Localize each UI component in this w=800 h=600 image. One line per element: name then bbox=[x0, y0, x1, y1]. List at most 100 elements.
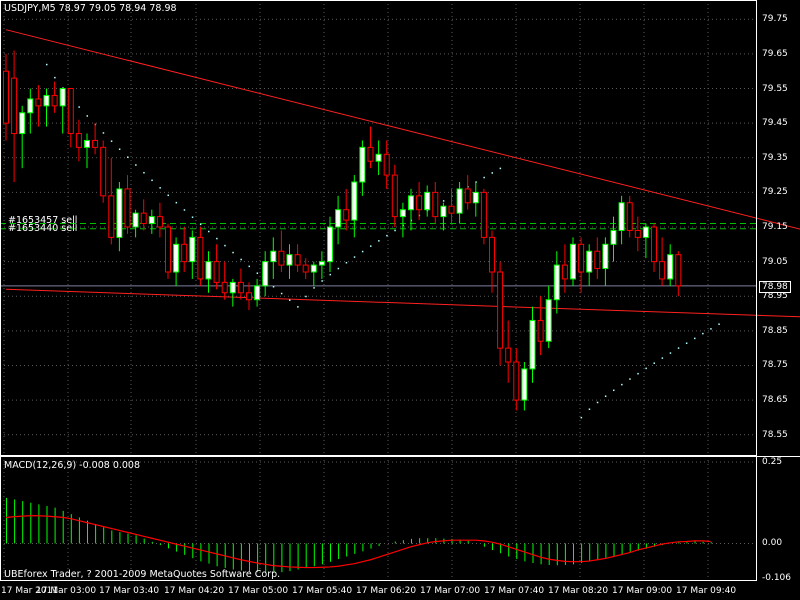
price-tick-label: 78.75 bbox=[762, 360, 788, 371]
candle-body bbox=[618, 202, 625, 231]
sar-dot bbox=[337, 267, 340, 270]
price-tick-label: 79.75 bbox=[762, 14, 788, 25]
candle-body bbox=[464, 188, 471, 204]
price-tick-label: 78.55 bbox=[762, 429, 788, 440]
candle-body bbox=[100, 146, 107, 197]
candle-body bbox=[116, 188, 123, 238]
sar-dot bbox=[110, 140, 113, 142]
sar-dot bbox=[345, 261, 348, 264]
time-tick-label: 17 Mar 03:00 bbox=[36, 586, 97, 596]
candle-body bbox=[570, 243, 576, 280]
candle-body bbox=[351, 181, 358, 221]
sar-dot bbox=[685, 342, 688, 344]
candle-body bbox=[424, 191, 431, 211]
price-tick-label: 79.45 bbox=[762, 118, 788, 129]
sar-dot bbox=[46, 63, 48, 66]
time-tick-label: 17 Mar 09:40 bbox=[676, 586, 737, 596]
candlesticks bbox=[3, 50, 682, 411]
candle-body bbox=[578, 243, 585, 273]
candle-body bbox=[432, 191, 439, 218]
candle-body bbox=[642, 226, 649, 238]
sar-dot bbox=[677, 347, 680, 349]
sar-dot bbox=[208, 230, 210, 233]
price-tick-label: 79.05 bbox=[762, 256, 788, 267]
candle-body bbox=[156, 216, 163, 228]
sar-dot bbox=[54, 76, 56, 79]
sar-dot bbox=[370, 245, 372, 247]
sar-dot bbox=[216, 237, 218, 240]
sar-dot bbox=[297, 306, 299, 308]
candle-body bbox=[35, 98, 42, 107]
price-tick-label: 79.65 bbox=[762, 48, 788, 59]
order-label-1[interactable]: #1653457 sell bbox=[8, 215, 78, 226]
candle-body bbox=[343, 209, 350, 221]
macd-label: MACD(12,26,9) -0.008 0.008 bbox=[4, 460, 141, 471]
sar-dot bbox=[329, 273, 331, 276]
sar-dot bbox=[694, 337, 696, 340]
sar-dot bbox=[483, 176, 485, 179]
sar-dot bbox=[191, 216, 194, 218]
sar-dot bbox=[718, 323, 720, 325]
sar-dot bbox=[645, 367, 647, 370]
price-tick-label: 79.55 bbox=[762, 83, 788, 94]
candle-body bbox=[221, 281, 228, 294]
candle-body bbox=[237, 281, 244, 294]
sar-dot bbox=[361, 250, 364, 253]
candle-body bbox=[375, 153, 382, 162]
sar-dot bbox=[280, 292, 283, 295]
candle-body bbox=[651, 226, 657, 263]
sar-dot bbox=[159, 187, 161, 189]
sar-dot bbox=[175, 201, 178, 204]
sar-dot bbox=[596, 401, 599, 404]
sar-dot bbox=[353, 256, 356, 258]
candle-body bbox=[67, 88, 74, 135]
time-tick-label: 17 Mar 03:40 bbox=[99, 586, 160, 596]
candle-body bbox=[229, 281, 236, 294]
candle-body bbox=[399, 209, 406, 218]
macd-histogram bbox=[6, 497, 712, 573]
candle-body bbox=[51, 94, 58, 107]
candle-body bbox=[367, 146, 374, 162]
candle-body bbox=[246, 292, 252, 301]
sar-dot bbox=[378, 240, 380, 242]
current-price-badge: 78.98 bbox=[759, 281, 791, 293]
time-tick-label: 17 Mar 07:40 bbox=[484, 586, 545, 596]
sar-dot bbox=[248, 265, 250, 268]
trendline bbox=[5, 288, 800, 318]
candle-body bbox=[43, 94, 50, 107]
trendline bbox=[5, 29, 800, 230]
macd-tick-label: 0.25 bbox=[762, 457, 783, 467]
candle-body bbox=[497, 271, 504, 349]
candle-body bbox=[173, 243, 180, 273]
candle-body bbox=[75, 133, 82, 148]
sar-dot bbox=[240, 258, 242, 261]
candle-body bbox=[294, 254, 301, 266]
candle-body bbox=[537, 319, 544, 342]
candle-body bbox=[318, 261, 325, 266]
price-tick-label: 79.15 bbox=[762, 222, 788, 232]
candle-body bbox=[327, 226, 333, 263]
sar-dot bbox=[491, 172, 493, 174]
symbol-header: USDJPY,M5 78.97 79.05 78.94 78.98 bbox=[4, 3, 177, 14]
price-tick-label: 79.35 bbox=[762, 152, 788, 163]
sar-dot bbox=[167, 194, 169, 197]
copyright-text: UBEforex Trader, ? 2001-2009 MetaQuotes … bbox=[4, 569, 281, 580]
candle-body bbox=[181, 243, 188, 263]
sar-dot bbox=[661, 357, 664, 359]
candle-body bbox=[529, 319, 536, 370]
sar-dot bbox=[580, 416, 583, 419]
candle-body bbox=[278, 250, 285, 266]
order-label-2[interactable]: #1653440 sell bbox=[8, 223, 78, 234]
sar-dot bbox=[669, 352, 672, 354]
candle-body bbox=[205, 261, 212, 280]
candle-body bbox=[553, 264, 560, 301]
candle-body bbox=[626, 202, 633, 231]
sar-dot bbox=[386, 234, 388, 237]
time-tick-label: 17 Mar 05:00 bbox=[228, 586, 289, 596]
candle-body bbox=[59, 88, 66, 107]
sar-dot bbox=[321, 280, 323, 282]
sar-dot bbox=[629, 378, 631, 380]
candle-body bbox=[383, 153, 390, 176]
chart-frame bbox=[0, 0, 757, 581]
